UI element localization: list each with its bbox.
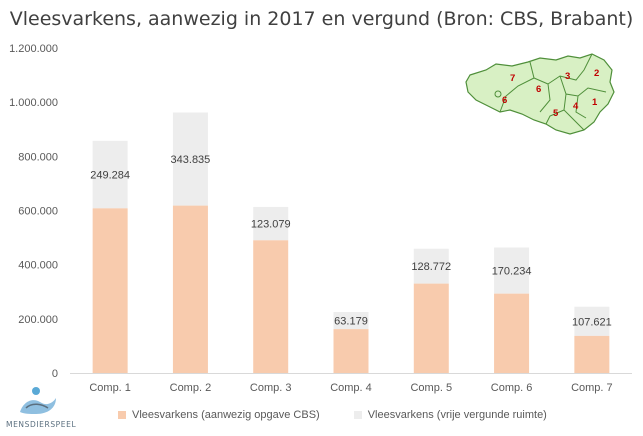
- x-axis: Comp. 1 Comp. 2 Comp. 3 Comp. 4 Comp. 5 Comp.…: [70, 373, 632, 394]
- chart-title: Vleesvarkens, aanwezig in 2017 en vergun…: [9, 8, 634, 30]
- bar-present: [333, 329, 369, 373]
- legend: Vleesvarkens (aanwezig opgave CBS) Vlees…: [118, 407, 581, 423]
- map-outline: [465, 53, 615, 135]
- y-tick-label: 800.000: [18, 151, 58, 163]
- legend-item-permitted: Vleesvarkens (vrije vergunde ruimte): [353, 409, 547, 421]
- map-label: 4: [573, 101, 579, 112]
- bar-present: [574, 335, 610, 373]
- data-label: 249.284: [90, 170, 130, 182]
- y-axis: 0 200.000 400.000 600.000 800.000 1.000.000 1.…: [9, 43, 58, 380]
- map-label: 3: [565, 71, 570, 82]
- y-tick-label: 1.200.000: [9, 43, 58, 55]
- legend-label-permitted: Vleesvarkens (vrije vergunde ruimte): [367, 409, 547, 421]
- logo-icon: [20, 387, 56, 414]
- x-tick-label: Comp. 1: [89, 382, 131, 394]
- bar-permitted: [494, 247, 530, 294]
- x-tick-label: Comp. 6: [491, 382, 533, 394]
- y-tick-label: 200.000: [18, 314, 58, 326]
- data-label: 63.179: [334, 316, 368, 328]
- map-label: 6: [536, 84, 541, 95]
- logo: MENSDIERSPEEL: [6, 384, 78, 434]
- legend-swatch-permitted: [353, 411, 362, 419]
- map-marker: [494, 90, 502, 98]
- map-label: 2: [594, 68, 599, 79]
- x-tick-label: Comp. 3: [250, 382, 292, 394]
- legend-swatch-present: [118, 411, 126, 419]
- bars-group: 249.284 343.835 123.079 63.179 128.772 170.23…: [90, 112, 612, 373]
- bar-permitted: [333, 312, 369, 330]
- logo-text: MENSDIERSPEEL: [6, 420, 77, 429]
- x-tick-label: Comp. 4: [330, 382, 372, 394]
- y-tick-label: 600.000: [18, 206, 58, 218]
- bar-present: [494, 293, 530, 373]
- map-label: 7: [510, 73, 515, 84]
- data-label: 107.621: [572, 316, 612, 328]
- bar-permitted: [253, 206, 289, 241]
- data-label: 123.079: [251, 219, 291, 231]
- data-label: 343.835: [171, 154, 211, 166]
- bar-permitted: [92, 140, 128, 209]
- bar-present: [172, 205, 208, 373]
- bar-permitted: [413, 248, 449, 284]
- brabant-map: 7 3 2 6 6 1 4 5: [465, 53, 615, 135]
- bar-permitted: [574, 306, 610, 336]
- bar-present: [92, 208, 128, 373]
- map-borders: [499, 53, 607, 131]
- data-label: 128.772: [411, 261, 451, 273]
- x-tick-label: Comp. 2: [170, 382, 212, 394]
- y-tick-label: 1.000.000: [9, 97, 58, 109]
- y-tick-label: 0: [52, 368, 58, 380]
- x-tick-label: Comp. 7: [571, 382, 613, 394]
- bar-present: [413, 283, 449, 373]
- bar-permitted: [172, 112, 208, 206]
- data-label: 170.234: [492, 266, 532, 278]
- map-label: 6: [502, 95, 507, 106]
- map-label: 1: [592, 97, 598, 108]
- map-labels: 7 3 2 6 6 1 4 5: [502, 68, 599, 119]
- x-tick-label: Comp. 5: [410, 382, 452, 394]
- legend-item-present: Vleesvarkens (aanwezig opgave CBS): [118, 409, 320, 421]
- legend-label-present: Vleesvarkens (aanwezig opgave CBS): [132, 409, 320, 421]
- map-label: 5: [553, 108, 559, 119]
- bar-present: [253, 240, 289, 373]
- y-tick-label: 400.000: [18, 260, 58, 272]
